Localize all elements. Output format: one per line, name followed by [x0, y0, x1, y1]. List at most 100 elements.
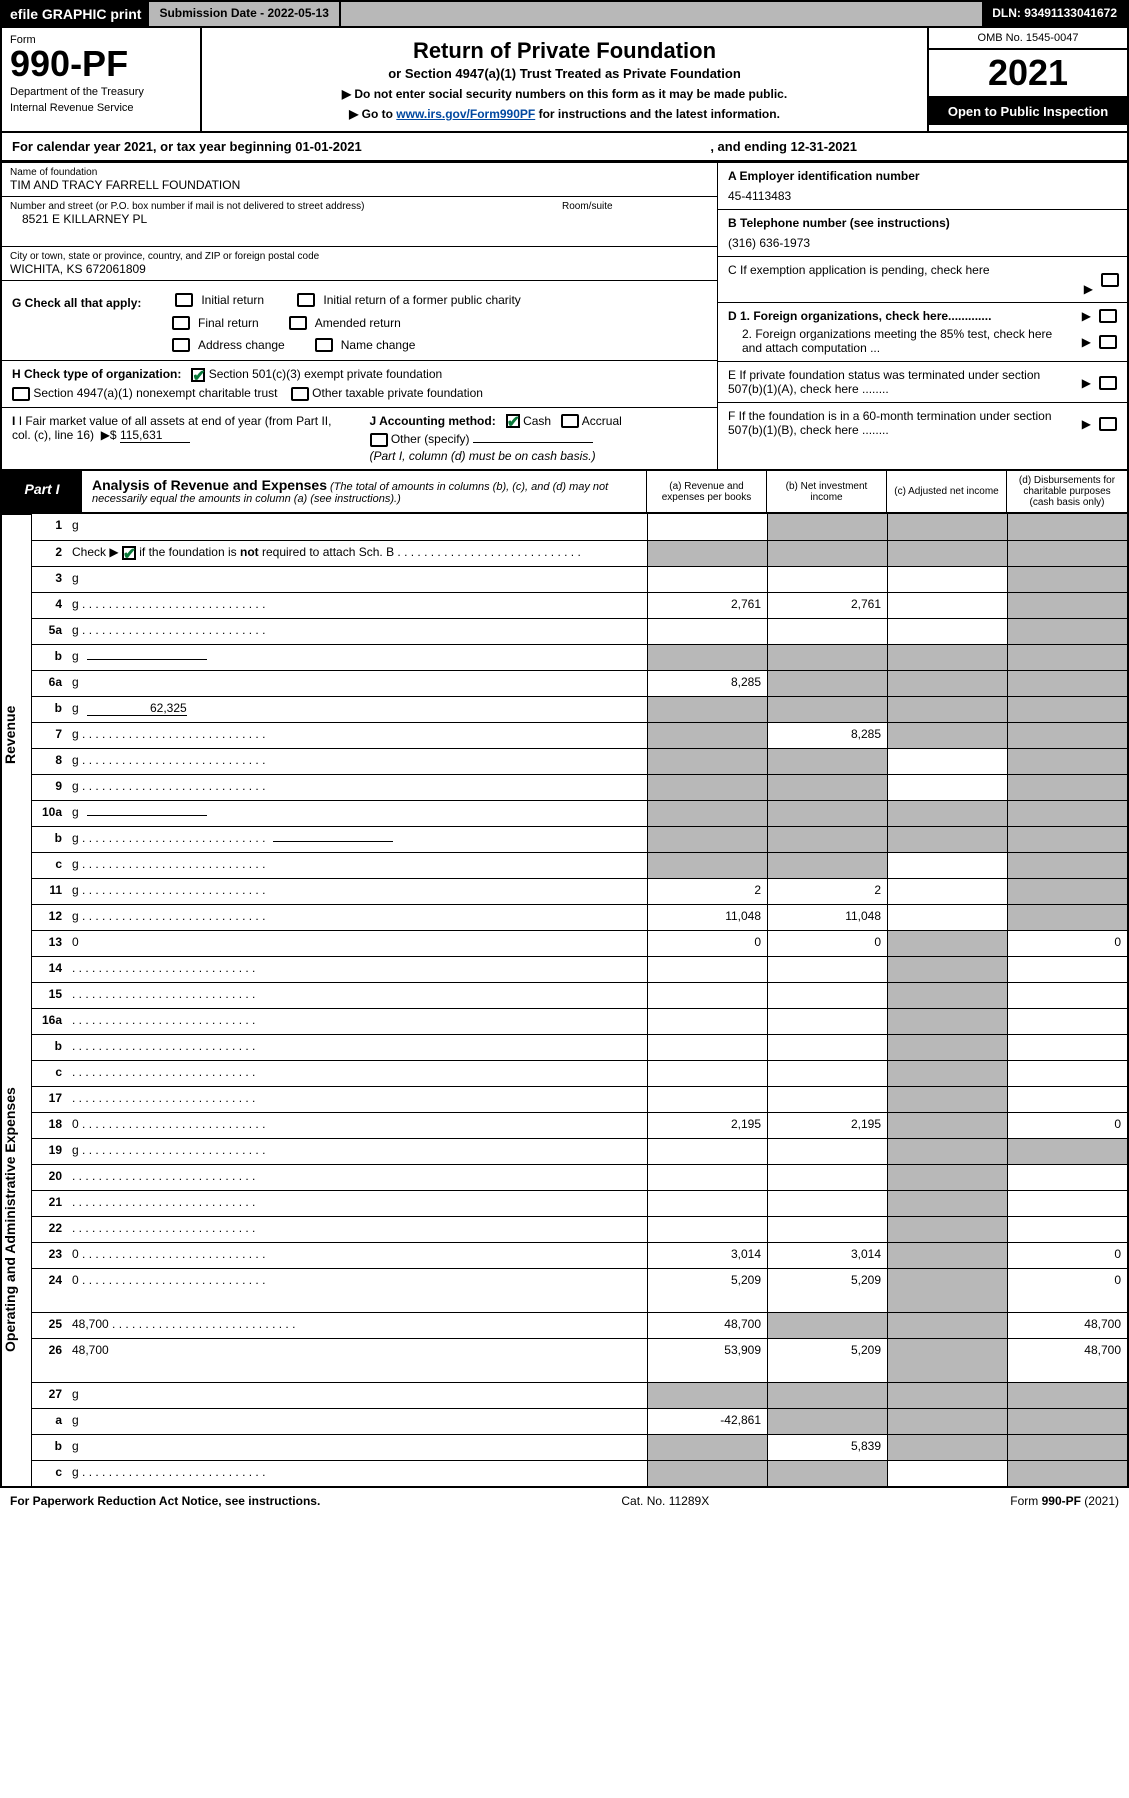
table-cell	[767, 853, 887, 878]
h-row: H Check type of organization: Section 50…	[2, 360, 717, 407]
line-desc: g	[68, 801, 647, 826]
side-expenses: Operating and Administrative Expenses	[2, 954, 31, 1486]
table-cell	[1007, 1461, 1127, 1486]
table-cell: 0	[1007, 931, 1127, 956]
form-header: Form 990-PF Department of the Treasury I…	[0, 28, 1129, 133]
table-cell: 2,195	[647, 1113, 767, 1138]
table-cell	[767, 567, 887, 592]
chk-other-taxable[interactable]	[291, 387, 309, 401]
table-cell: 5,839	[767, 1435, 887, 1460]
table-cell	[1007, 827, 1127, 852]
chk-amended[interactable]	[289, 316, 307, 330]
table-cell	[767, 1061, 887, 1086]
room-lbl: Room/suite	[562, 201, 613, 212]
table-cell	[647, 853, 767, 878]
header-right: OMB No. 1545-0047 2021 Open to Public In…	[927, 28, 1127, 131]
table-cell	[887, 1009, 1007, 1034]
table-cell	[1007, 1061, 1127, 1086]
line-number: c	[32, 1061, 68, 1086]
table-cell: 3,014	[767, 1243, 887, 1268]
table-cell	[767, 1313, 887, 1338]
chk-e[interactable]	[1099, 376, 1117, 390]
table-row: 2Check ▶ if the foundation is not requir…	[32, 540, 1127, 566]
table-cell	[887, 1383, 1007, 1408]
chk-501c3[interactable]	[191, 368, 205, 382]
table-cell: 0	[647, 931, 767, 956]
chk-cash[interactable]	[506, 414, 520, 428]
part1-header: Part I Analysis of Revenue and Expenses …	[0, 471, 1129, 514]
instr2-pre: ▶ Go to	[349, 107, 396, 121]
line-desc	[68, 1061, 647, 1086]
chk-c[interactable]	[1101, 273, 1119, 287]
table-cell: 5,209	[647, 1269, 767, 1312]
line-desc: g	[68, 645, 647, 670]
instr2-link[interactable]: www.irs.gov/Form990PF	[396, 107, 535, 121]
table-row: 14	[32, 956, 1127, 982]
line-desc: g	[68, 723, 647, 748]
table-cell	[887, 1087, 1007, 1112]
table-cell: 2	[647, 879, 767, 904]
table-cell	[887, 1269, 1007, 1312]
line-desc: g	[68, 1139, 647, 1164]
col-b-hd: (b) Net investment income	[767, 471, 887, 512]
table-cell: 8,285	[647, 671, 767, 696]
table-cell	[1007, 514, 1127, 540]
line-desc: g	[68, 1409, 647, 1434]
table-cell	[647, 983, 767, 1008]
table-cell	[887, 957, 1007, 982]
chk-initial-former[interactable]	[297, 293, 315, 307]
i-arrow: ▶$	[101, 428, 117, 442]
dots	[82, 753, 265, 767]
table-row: 7g 8,285	[32, 722, 1127, 748]
chk-schb[interactable]	[122, 546, 136, 560]
table-row: b	[32, 1034, 1127, 1060]
line-desc: g	[68, 1461, 647, 1486]
chk-4947[interactable]	[12, 387, 30, 401]
name-val: TIM AND TRACY FARRELL FOUNDATION	[10, 178, 709, 192]
line-desc	[68, 1087, 647, 1112]
table-cell: 53,909	[647, 1339, 767, 1382]
table-cell	[887, 514, 1007, 540]
table-cell: 0	[767, 931, 887, 956]
line-desc	[68, 1217, 647, 1242]
chk-name-change[interactable]	[315, 338, 333, 352]
open-inspection: Open to Public Inspection	[929, 98, 1127, 125]
table-cell	[767, 1409, 887, 1434]
table-row: 240 5,2095,2090	[32, 1268, 1127, 1312]
table-cell	[887, 827, 1007, 852]
chk-other-acc[interactable]	[370, 433, 388, 447]
chk-f[interactable]	[1099, 417, 1117, 431]
table-cell: 8,285	[767, 723, 887, 748]
underline-field	[87, 659, 207, 660]
table-cell	[767, 619, 887, 644]
line-desc: Check ▶ if the foundation is not require…	[68, 541, 647, 566]
chk-final-return[interactable]	[172, 316, 190, 330]
form-number: 990-PF	[10, 46, 192, 82]
table-cell: 11,048	[647, 905, 767, 930]
chk-initial-return[interactable]	[175, 293, 193, 307]
table-cell	[767, 1009, 887, 1034]
table-row: 21	[32, 1190, 1127, 1216]
dots	[72, 1195, 255, 1209]
table-cell	[887, 1113, 1007, 1138]
info-right: A Employer identification number 45-4113…	[717, 163, 1127, 469]
line-number: 14	[32, 957, 68, 982]
table-cell	[647, 775, 767, 800]
line-number: 19	[32, 1139, 68, 1164]
table-cell	[647, 1061, 767, 1086]
table-cell	[767, 541, 887, 566]
table-cell	[767, 1139, 887, 1164]
table-cell	[887, 1061, 1007, 1086]
d2-arrow-icon: ▶	[1082, 335, 1091, 349]
table-cell	[767, 1383, 887, 1408]
dots	[72, 1091, 255, 1105]
chk-address-change[interactable]	[172, 338, 190, 352]
chk-d2[interactable]	[1099, 335, 1117, 349]
table-cell	[1007, 801, 1127, 826]
line-number: 9	[32, 775, 68, 800]
h-opt1: Section 501(c)(3) exempt private foundat…	[209, 367, 442, 381]
table-cell	[887, 905, 1007, 930]
line-number: 27	[32, 1383, 68, 1408]
chk-d1[interactable]	[1099, 309, 1117, 323]
chk-accrual[interactable]	[561, 414, 579, 428]
